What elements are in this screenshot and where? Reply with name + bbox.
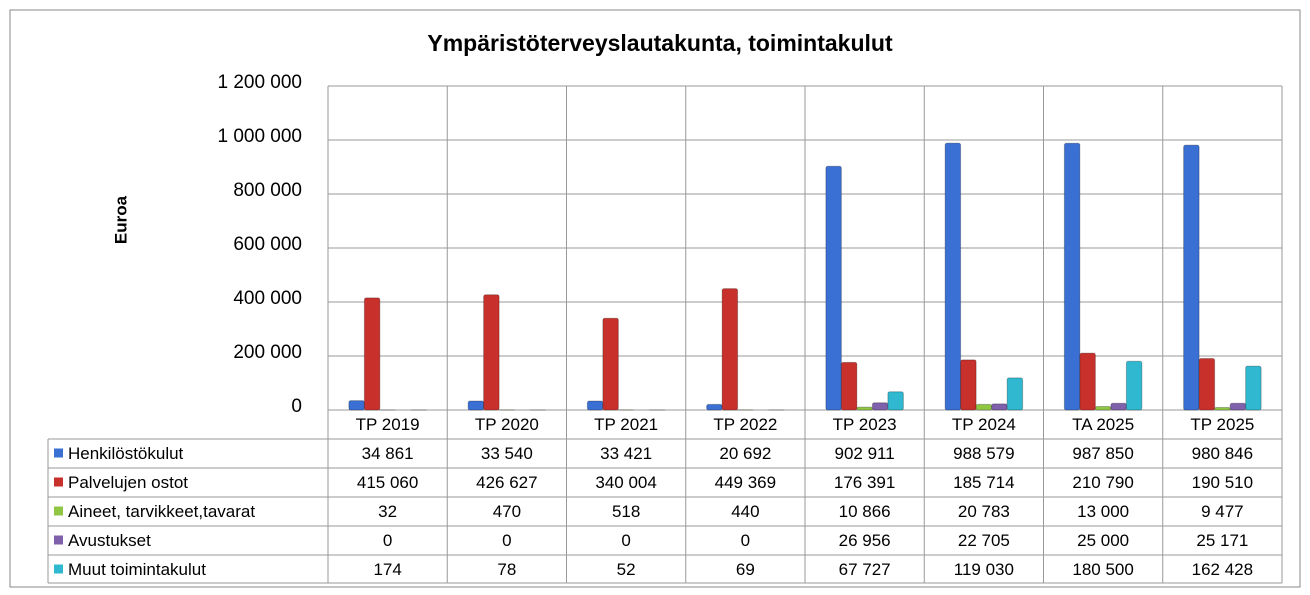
table-value: 32 — [378, 502, 397, 521]
bar — [1095, 406, 1111, 410]
bar — [349, 401, 365, 410]
legend-key — [54, 449, 63, 458]
table-value: 33 540 — [481, 444, 533, 463]
table-value: 69 — [736, 560, 755, 579]
table-value: 988 579 — [953, 444, 1014, 463]
bar — [826, 166, 842, 410]
legend-label: Aineet, tarvikkeet,tavarat — [68, 502, 255, 521]
table-value: 20 783 — [958, 502, 1010, 521]
bar — [1199, 359, 1215, 410]
table-value: 518 — [612, 502, 640, 521]
table-value: 52 — [617, 560, 636, 579]
bar — [603, 318, 619, 410]
bar — [1246, 366, 1262, 410]
legend-key — [54, 507, 63, 516]
bar — [1126, 361, 1142, 410]
bar — [961, 360, 977, 410]
bar — [364, 298, 380, 410]
x-tick-label: TP 2023 — [833, 415, 897, 434]
legend-key — [54, 478, 63, 487]
table-value: 162 428 — [1192, 560, 1253, 579]
bar — [587, 401, 603, 410]
y-tick-label: 0 — [291, 396, 302, 417]
bar — [1215, 407, 1231, 410]
table-value: 210 790 — [1072, 473, 1133, 492]
table-value: 26 956 — [839, 531, 891, 550]
x-tick-label: TP 2020 — [475, 415, 539, 434]
table-value: 33 421 — [600, 444, 652, 463]
bar — [841, 362, 857, 410]
legend-label: Henkilöstökulut — [68, 444, 184, 463]
legend-label: Avustukset — [68, 531, 151, 550]
bar — [468, 401, 484, 410]
x-tick-label: TP 2024 — [952, 415, 1016, 434]
bar — [1184, 145, 1200, 410]
table-value: 190 510 — [1192, 473, 1253, 492]
bar — [1230, 403, 1246, 410]
y-tick-label: 800 000 — [233, 180, 302, 201]
table-value: 119 030 — [954, 560, 1014, 579]
table-value: 25 000 — [1077, 531, 1129, 550]
table-value: 20 692 — [719, 444, 771, 463]
table-value: 13 000 — [1077, 502, 1129, 521]
x-tick-label: TP 2019 — [356, 415, 420, 434]
table-value: 980 846 — [1192, 444, 1253, 463]
y-tick-label: 1 000 000 — [217, 126, 302, 147]
bar — [945, 143, 961, 410]
bar — [992, 404, 1008, 410]
table-value: 174 — [373, 560, 401, 579]
legend-label: Muut toimintakulut — [68, 560, 206, 579]
x-tick-label: TP 2025 — [1190, 415, 1254, 434]
bar — [484, 295, 500, 410]
table-value: 440 — [731, 502, 759, 521]
table-value: 426 627 — [476, 473, 537, 492]
y-tick-label: 400 000 — [233, 288, 302, 309]
bar — [976, 404, 992, 410]
table-value: 415 060 — [357, 473, 418, 492]
x-tick-label: TA 2025 — [1072, 415, 1134, 434]
x-tick-label: TP 2021 — [594, 415, 658, 434]
legend-label: Palvelujen ostot — [68, 473, 188, 492]
y-tick-label: 600 000 — [233, 234, 302, 255]
table-value: 449 369 — [715, 473, 776, 492]
legend-key — [54, 536, 63, 545]
chart-border — [10, 10, 1300, 587]
y-axis-label: Euroa — [111, 195, 130, 244]
table-value: 0 — [502, 531, 511, 550]
y-tick-label: 200 000 — [233, 342, 302, 363]
x-tick-label: TP 2022 — [713, 415, 777, 434]
table-value: 987 850 — [1072, 444, 1133, 463]
table-value: 185 714 — [953, 473, 1014, 492]
bar — [1064, 143, 1080, 410]
table-value: 340 004 — [595, 473, 656, 492]
table-value: 176 391 — [834, 473, 895, 492]
legend-key — [54, 565, 63, 574]
bar — [872, 403, 888, 410]
bar — [707, 404, 723, 410]
bar — [722, 289, 738, 410]
table-value: 0 — [383, 531, 392, 550]
table-value: 67 727 — [839, 560, 891, 579]
table-value: 9 477 — [1201, 502, 1244, 521]
chart-title: Ympäristöterveyslautakunta, toimintakulu… — [427, 30, 893, 56]
bar — [857, 407, 873, 410]
table-value: 25 171 — [1196, 531, 1248, 550]
table-value: 180 500 — [1072, 560, 1133, 579]
bar — [888, 392, 904, 410]
table-value: 0 — [741, 531, 750, 550]
table-value: 470 — [493, 502, 521, 521]
table-value: 34 861 — [362, 444, 414, 463]
table-value: 902 911 — [835, 444, 895, 463]
table-value: 0 — [621, 531, 630, 550]
table-value: 22 705 — [958, 531, 1010, 550]
bar — [1080, 353, 1096, 410]
bar — [1111, 403, 1127, 410]
y-tick-label: 1 200 000 — [217, 72, 302, 93]
table-value: 10 866 — [839, 502, 891, 521]
table-value: 78 — [497, 560, 516, 579]
bar — [1007, 378, 1023, 410]
